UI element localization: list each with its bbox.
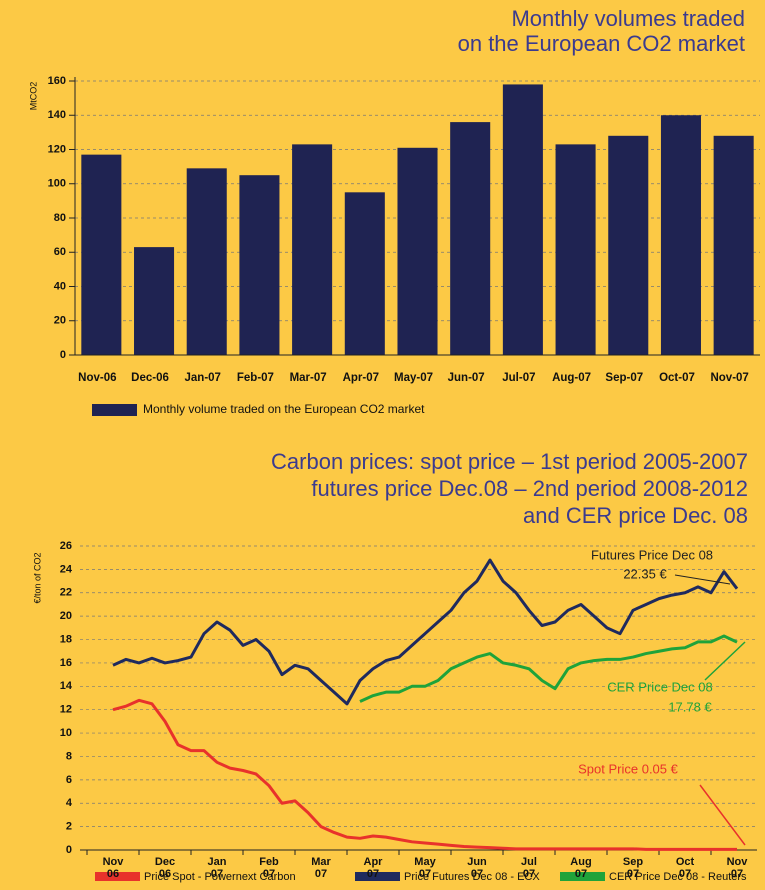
y-tick-label: 2 (66, 821, 72, 833)
x-tick-label: Mar 07 (311, 856, 331, 880)
x-tick-label: Feb-07 (237, 372, 274, 384)
legend-swatch (355, 872, 400, 881)
bar (344, 192, 385, 355)
x-tick-label: Jun-07 (448, 372, 485, 384)
x-tick-label: Sep 07 (622, 856, 644, 880)
x-tick-label: Nov-06 (78, 372, 116, 384)
bar (608, 135, 649, 355)
x-tick-label: May-07 (394, 372, 433, 384)
annotation: 22.35 € (623, 566, 667, 581)
arrow (699, 784, 746, 846)
series-line (112, 698, 737, 851)
y-tick-label: 40 (54, 280, 66, 292)
bar (292, 144, 333, 355)
legend-label: Monthly volume traded on the European CO… (143, 402, 425, 416)
x-tick-label: Mar-07 (290, 372, 327, 384)
legend-swatch (95, 872, 140, 881)
bar (450, 122, 491, 355)
y-tick-label: 100 (48, 178, 66, 190)
legend-label: Price Spot - Powernext Carbon (144, 871, 296, 883)
y-axis-label: MtCO2 (28, 82, 38, 111)
y-tick-label: 4 (66, 797, 73, 809)
y-tick-label: 16 (60, 657, 72, 669)
x-tick-label: Apr-07 (343, 372, 379, 384)
series-line (112, 558, 739, 706)
y-tick-label: 0 (60, 349, 66, 361)
y-tick-label: 12 (60, 704, 72, 716)
x-tick-label: Jan-07 (185, 372, 221, 384)
x-tick-label: Nov 06 (102, 856, 124, 880)
legend-label: Price Futures Dec 08 - ECX (404, 871, 540, 883)
y-tick-label: 24 (60, 563, 73, 575)
y-tick-label: 20 (54, 315, 66, 327)
x-tick-label: Aug 07 (570, 856, 592, 880)
y-tick-label: 26 (60, 540, 72, 552)
bar (186, 168, 227, 355)
bar (555, 144, 596, 355)
annotation: CER Price Dec 08 (607, 679, 712, 694)
annotation: 17.78 € (668, 699, 712, 714)
arrow (704, 641, 746, 681)
bar (502, 84, 543, 356)
bar (239, 175, 280, 355)
x-tick-label: Oct 07 (675, 856, 695, 880)
y-tick-label: 22 (60, 587, 72, 599)
y-tick-label: 140 (48, 109, 66, 121)
arrow (674, 574, 731, 585)
y-tick-label: 0 (66, 844, 72, 856)
chart-title: Carbon prices: spot price – 1st period 2… (271, 449, 748, 474)
x-tick-label: Jul-07 (502, 372, 535, 384)
chart-title: Monthly volumes traded (511, 6, 745, 31)
x-tick-label: Jun 07 (467, 856, 487, 880)
x-tick-label: Nov-07 (710, 372, 748, 384)
x-tick-label: Jan 07 (207, 856, 227, 880)
bar (713, 135, 754, 355)
x-tick-label: May 07 (414, 856, 436, 880)
y-tick-label: 10 (60, 727, 72, 739)
bar (397, 147, 438, 355)
series-line (359, 634, 738, 703)
bar (134, 247, 175, 355)
legend-swatch (560, 872, 605, 881)
y-tick-label: 20 (60, 610, 72, 622)
annotation: Spot Price 0.05 € (578, 761, 678, 776)
x-tick-label: Oct-07 (659, 372, 695, 384)
y-tick-label: 160 (48, 75, 66, 87)
y-tick-label: 120 (48, 143, 66, 155)
y-tick-label: 14 (60, 680, 73, 692)
x-tick-label: Feb 07 (259, 856, 279, 880)
y-axis-label: €/ton of CO2 (32, 552, 42, 603)
y-tick-label: 6 (66, 774, 72, 786)
x-tick-label: Jul 07 (521, 856, 537, 880)
chart-title: futures price Dec.08 – 2nd period 2008-2… (311, 476, 748, 501)
x-tick-label: Dec 06 (154, 856, 176, 880)
x-tick-label: Nov 07 (726, 856, 748, 880)
x-tick-label: Dec-06 (131, 372, 169, 384)
x-tick-label: Aug-07 (552, 372, 591, 384)
y-tick-label: 60 (54, 246, 66, 258)
chart-title: on the European CO2 market (458, 31, 745, 56)
x-tick-label: Apr 07 (363, 856, 383, 880)
legend-swatch (92, 404, 137, 416)
x-tick-label: Sep-07 (605, 372, 643, 384)
y-tick-label: 80 (54, 212, 66, 224)
bar (81, 154, 122, 355)
chart-title: and CER price Dec. 08 (523, 503, 748, 528)
bar (660, 115, 701, 355)
annotation: Futures Price Dec 08 (591, 547, 713, 562)
y-tick-label: 8 (66, 750, 72, 762)
legend-label: CER Price Dec 08 - Reuters (609, 871, 747, 883)
y-tick-label: 18 (60, 633, 72, 645)
